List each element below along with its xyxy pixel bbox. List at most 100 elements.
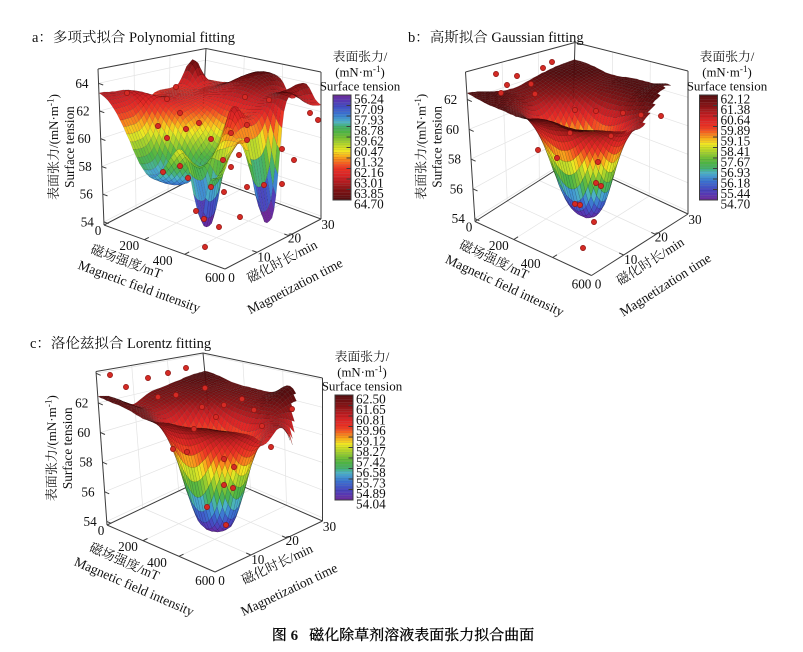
svg-text:0: 0	[98, 523, 105, 538]
svg-text:Magnetic field intensity: Magnetic field intensity	[76, 257, 203, 315]
svg-text:c: c	[30, 336, 36, 352]
svg-text:-1: -1	[47, 98, 57, 106]
svg-text:54: 54	[81, 214, 95, 229]
svg-text:59.15: 59.15	[721, 134, 751, 149]
svg-text:59.62: 59.62	[354, 134, 384, 149]
svg-text:): )	[381, 66, 385, 80]
svg-text:): )	[44, 395, 59, 399]
svg-text:200: 200	[489, 238, 509, 253]
svg-text:58: 58	[79, 159, 93, 174]
svg-text:400: 400	[147, 555, 167, 570]
svg-text:57.42: 57.42	[356, 455, 386, 470]
svg-text:62: 62	[444, 92, 457, 107]
svg-text:10: 10	[624, 252, 638, 267]
svg-text:30: 30	[321, 217, 335, 232]
svg-text:62.50: 62.50	[356, 392, 386, 407]
svg-text:57.67: 57.67	[721, 155, 751, 170]
svg-text:58.27: 58.27	[356, 444, 386, 459]
svg-text:-1: -1	[45, 399, 55, 407]
svg-text:6: 6	[287, 628, 310, 644]
svg-text:0: 0	[595, 277, 602, 292]
svg-text:58: 58	[448, 152, 462, 167]
svg-text:56: 56	[450, 181, 464, 196]
svg-text:20: 20	[288, 231, 302, 246]
svg-text:62: 62	[75, 395, 88, 410]
svg-text:20: 20	[286, 533, 300, 548]
svg-text:Polynomial fitting: Polynomial fitting	[125, 30, 235, 46]
svg-text:64: 64	[75, 76, 89, 91]
svg-text:-1: -1	[373, 64, 381, 74]
svg-text:61.65: 61.65	[356, 402, 386, 417]
svg-text:55.73: 55.73	[356, 476, 386, 491]
svg-text:(mN·m: (mN·m	[335, 66, 373, 80]
svg-text:Surface tension: Surface tension	[322, 379, 403, 394]
svg-text:200: 200	[119, 238, 139, 253]
svg-text:/(mN·m: /(mN·m	[44, 407, 59, 449]
svg-text:0: 0	[228, 270, 235, 285]
svg-text:54.70: 54.70	[721, 197, 751, 212]
svg-text:0: 0	[95, 223, 102, 238]
svg-text:Surface tension: Surface tension	[60, 407, 75, 489]
svg-text:Surface tension: Surface tension	[430, 106, 445, 188]
svg-text:600: 600	[205, 270, 225, 285]
svg-text:): )	[748, 66, 752, 80]
svg-text:62: 62	[76, 104, 89, 119]
svg-text:57.93: 57.93	[354, 113, 384, 128]
svg-text:a: a	[32, 30, 39, 46]
svg-text:Magnetization time: Magnetization time	[238, 560, 340, 619]
svg-text:64.70: 64.70	[354, 197, 384, 212]
svg-text:58: 58	[79, 455, 93, 470]
svg-text:60.64: 60.64	[721, 113, 751, 128]
svg-text:-1: -1	[740, 64, 748, 74]
svg-text:Gaussian fitting: Gaussian fitting	[488, 30, 584, 46]
svg-text:59.89: 59.89	[721, 123, 751, 138]
svg-text:/(mN·m: /(mN·m	[46, 106, 61, 148]
svg-text:57.09: 57.09	[354, 102, 384, 117]
svg-text:400: 400	[153, 253, 173, 268]
svg-text:30: 30	[323, 519, 337, 534]
svg-text:56: 56	[81, 484, 95, 499]
svg-text:600: 600	[195, 573, 215, 588]
svg-text:61.38: 61.38	[721, 102, 751, 117]
svg-text:600: 600	[572, 277, 592, 292]
svg-text:/: /	[384, 50, 388, 64]
svg-text:b: b	[408, 30, 415, 46]
svg-text:60: 60	[77, 425, 91, 440]
svg-text:0: 0	[466, 220, 473, 235]
svg-text:/(mN·m: /(mN·m	[414, 106, 429, 148]
svg-text:60: 60	[446, 122, 460, 137]
svg-text:Magnetization time: Magnetization time	[245, 255, 345, 317]
svg-text:/: /	[751, 50, 755, 64]
svg-text:56.18: 56.18	[721, 176, 751, 191]
svg-text:Surface tension: Surface tension	[687, 79, 768, 94]
svg-text:-1: -1	[414, 98, 424, 106]
svg-text:20: 20	[655, 230, 669, 245]
svg-text:54.04: 54.04	[356, 497, 386, 512]
svg-text:Surface tension: Surface tension	[62, 106, 77, 188]
svg-text:60.81: 60.81	[356, 413, 386, 428]
svg-text:0: 0	[218, 573, 225, 588]
svg-text:56.24: 56.24	[354, 92, 384, 107]
svg-text:59.96: 59.96	[356, 423, 386, 438]
svg-text:): )	[383, 366, 387, 380]
svg-text:10: 10	[251, 552, 265, 567]
svg-text:400: 400	[521, 256, 541, 271]
svg-text:61.32: 61.32	[354, 155, 384, 170]
svg-text:200: 200	[118, 539, 138, 554]
svg-text:59.12: 59.12	[356, 434, 386, 449]
svg-text:): )	[46, 94, 61, 98]
svg-text:54: 54	[452, 211, 466, 226]
svg-text:56.58: 56.58	[356, 465, 386, 480]
svg-text:Magnetic field intensity: Magnetic field intensity	[443, 251, 567, 319]
svg-text:/mT: /mT	[138, 260, 164, 282]
svg-text:56: 56	[80, 187, 94, 202]
svg-text:60.47: 60.47	[354, 144, 384, 159]
svg-text:60: 60	[78, 131, 92, 146]
svg-text:(mN·m: (mN·m	[702, 66, 740, 80]
svg-text:30: 30	[688, 212, 702, 227]
svg-text:58.78: 58.78	[354, 123, 384, 138]
svg-text:62.16: 62.16	[354, 165, 384, 180]
svg-text:10: 10	[257, 249, 271, 264]
svg-text:Surface tension: Surface tension	[320, 79, 401, 94]
svg-text:62.12: 62.12	[721, 92, 751, 107]
